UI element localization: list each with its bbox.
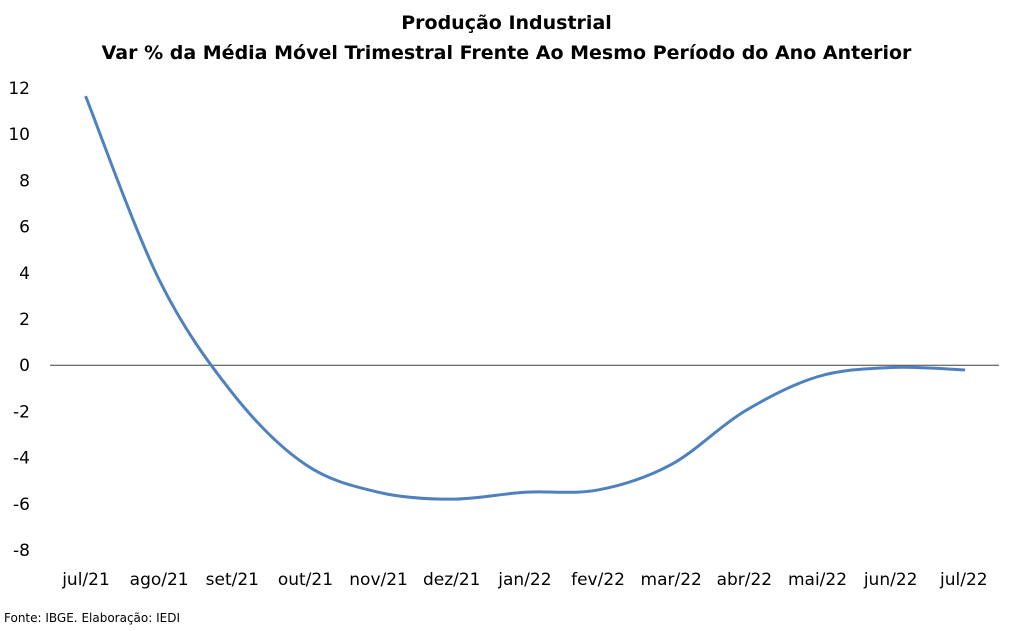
x-tick-label: dez/21 (423, 570, 481, 590)
x-tick-label: jul/21 (61, 570, 110, 590)
data-point (596, 488, 600, 492)
data-point (669, 463, 673, 467)
x-tick-label: jun/22 (863, 570, 918, 590)
x-tick-label: ago/21 (130, 570, 189, 590)
y-tick-label: 6 (19, 218, 30, 238)
data-point (523, 490, 527, 494)
y-tick-label: 2 (19, 310, 30, 330)
data-point (450, 497, 454, 501)
y-tick-label: 12 (8, 79, 30, 99)
data-point (230, 391, 234, 395)
x-tick-label: abr/22 (717, 570, 773, 590)
x-tick-label: set/21 (206, 570, 259, 590)
x-tick-label: mai/22 (788, 570, 847, 590)
source-note: Fonte: IBGE. Elaboração: IEDI (4, 611, 181, 625)
y-tick-label: 4 (19, 264, 30, 284)
data-point (377, 490, 381, 494)
data-point (889, 366, 893, 370)
y-tick-label: -2 (13, 402, 30, 422)
x-tick-label: jan/22 (497, 570, 551, 590)
chart-title: Produção Industrial (401, 12, 612, 34)
chart-subtitle: Var % da Média Móvel Trimestral Frente A… (101, 42, 912, 64)
x-tick-label: nov/21 (349, 570, 408, 590)
data-point (157, 278, 161, 282)
x-tick-label: jul/22 (939, 570, 988, 590)
x-axis-tick-labels: jul/21 ago/21 set/21 out/21 nov/21 dez/21 jan/… (61, 570, 987, 590)
y-axis-tick-labels: 12 10 8 6 4 2 0 -2 -4 -6 -8 (8, 79, 30, 561)
data-point (962, 368, 966, 372)
x-tick-label: out/21 (278, 570, 333, 590)
data-point (742, 409, 746, 413)
data-point (816, 375, 820, 379)
y-tick-label: 10 (8, 125, 30, 145)
series-layer (84, 95, 966, 501)
y-tick-label: 8 (19, 171, 30, 191)
x-tick-label: mar/22 (641, 570, 702, 590)
series-line (84, 95, 966, 501)
x-tick-label: fev/22 (571, 570, 625, 590)
y-tick-label: -8 (13, 541, 30, 561)
y-tick-label: -6 (13, 495, 30, 515)
data-point (84, 95, 88, 99)
y-tick-label: 0 (19, 356, 30, 376)
y-tick-label: -4 (13, 449, 30, 469)
data-point (303, 463, 307, 467)
